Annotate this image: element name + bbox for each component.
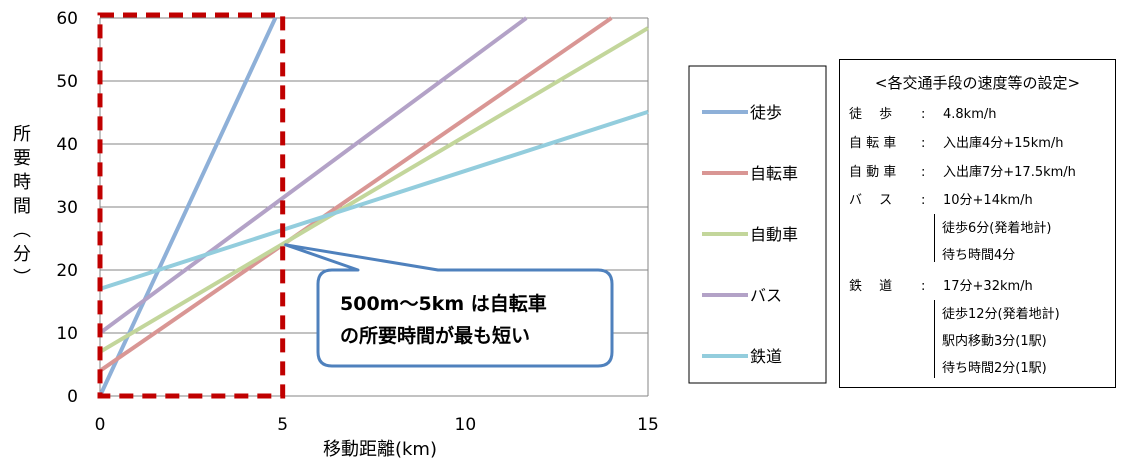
- settings-row-value: 入出庫4分+15km/h: [943, 136, 1064, 151]
- x-axis-ticks: 0 5 10 15: [95, 415, 659, 435]
- legend-label: 鉄道: [750, 347, 782, 366]
- settings-row-colon: :: [921, 279, 926, 294]
- callout-line-2: の所要時間が最も短い: [340, 324, 530, 347]
- settings-row-value: 入出庫7分+17.5km/h: [943, 165, 1076, 180]
- x-tick-label: 15: [637, 415, 659, 435]
- settings-row-value: 17分+32km/h: [943, 279, 1033, 294]
- series-lines: [98, 16, 650, 397]
- y-tick-label: 20: [56, 261, 78, 281]
- y-axis-title-char: 間: [13, 196, 31, 217]
- settings-row-colon: :: [921, 136, 926, 151]
- bus-detail-brace: [934, 214, 941, 262]
- settings-row-car: 自 動 車: 入出庫7分+17.5km/h: [849, 161, 1076, 180]
- y-tick-label: 50: [56, 72, 78, 92]
- y-axis-title-char: 所: [13, 124, 31, 145]
- settings-row-bicycle: 自 転 車: 入出庫4分+15km/h: [849, 132, 1064, 151]
- rail-detail-brace: [934, 300, 941, 378]
- settings-row-name: 自 動 車: [849, 165, 897, 180]
- settings-row-name: 鉄 道: [849, 279, 893, 294]
- series-line-自転車: [98, 16, 613, 373]
- legend-label: 徒歩: [750, 103, 782, 122]
- settings-row-bus: バ ス: 10分+14km/h: [849, 189, 1033, 208]
- y-axis-ticks: 0 10 20 30 40 50 60: [56, 9, 78, 407]
- y-tick-label: 60: [56, 9, 78, 29]
- rail-detail-item: 待ち時間2分(1駅): [942, 361, 1047, 376]
- legend-label: 自転車: [750, 164, 798, 183]
- callout-bubble: [284, 243, 614, 368]
- y-tick-label: 0: [67, 387, 78, 407]
- settings-row-value: 10分+14km/h: [943, 193, 1033, 208]
- legend-label: バス: [750, 286, 782, 305]
- legend-box: [688, 65, 827, 384]
- y-tick-label: 30: [56, 198, 78, 218]
- settings-row-walk: 徒 歩: 4.8km/h: [849, 103, 997, 122]
- rail-detail-item: 駅内移動3分(1駅): [942, 334, 1047, 349]
- settings-title: <各交通手段の速度等の設定>: [874, 74, 1081, 92]
- x-tick-label: 5: [277, 415, 288, 435]
- settings-row-colon: :: [921, 165, 926, 180]
- callout-line-1: 500m〜5km は自転車: [340, 292, 547, 315]
- y-tick-label: 10: [56, 324, 78, 344]
- bus-detail-item: 徒歩6分(発着地計): [942, 221, 1052, 236]
- y-axis-title-char: ︶: [13, 268, 31, 289]
- y-tick-label: 40: [56, 135, 78, 155]
- series-line-鉄道: [99, 109, 649, 291]
- settings-row-colon: :: [921, 107, 926, 122]
- series-line-自動車: [98, 26, 650, 354]
- settings-row-colon: :: [921, 193, 926, 208]
- highlight-rect: [97, 12, 286, 399]
- rail-detail-item: 徒歩12分(発着地計): [942, 307, 1060, 322]
- series-line-バス: [98, 16, 528, 335]
- y-axis-title-char: ︵: [13, 220, 31, 241]
- legend-label: 自動車: [750, 225, 798, 244]
- settings-row-value: 4.8km/h: [943, 107, 997, 122]
- bus-detail-item: 待ち時間4分: [942, 248, 1016, 263]
- settings-box: <各交通手段の速度等の設定> 徒 歩: 4.8km/h 自 転 車: 入出庫4分+1…: [839, 59, 1116, 388]
- settings-row-name: バ ス: [849, 193, 893, 208]
- settings-row-name: 自 転 車: [849, 136, 897, 151]
- x-tick-label: 0: [95, 415, 106, 435]
- x-axis-title: 移動距離(km): [323, 439, 437, 460]
- y-axis-title-char: 要: [13, 148, 31, 169]
- y-axis-title: 所要時間 ︵ 分 ︶: [13, 124, 31, 289]
- y-axis-title-char: 分: [13, 244, 31, 265]
- settings-row-rail: 鉄 道: 17分+32km/h: [849, 275, 1033, 294]
- x-tick-label: 10: [455, 415, 477, 435]
- y-axis-title-char: 時: [13, 172, 31, 193]
- settings-row-name: 徒 歩: [849, 107, 893, 122]
- highlight-box: [97, 12, 286, 399]
